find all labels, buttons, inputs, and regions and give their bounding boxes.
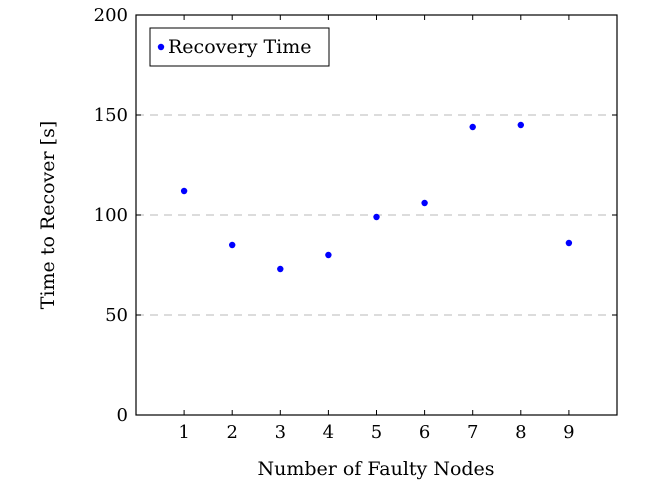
x-tick-label-8: 8 [515, 422, 526, 443]
y-tick-label-0: 0 [117, 405, 128, 426]
plot-frame [135, 14, 618, 416]
x-tick-label-9: 9 [563, 422, 574, 443]
data-point-1-5 [373, 213, 380, 221]
y-tick-label-50: 50 [105, 305, 128, 326]
legend-label: Recovery Time [168, 36, 311, 58]
x-axis-label: Number of Faulty Nodes [257, 458, 494, 480]
y-tick-label-150: 150 [94, 105, 128, 126]
legend: Recovery Time [149, 27, 330, 67]
y-tick-label-100: 100 [94, 205, 128, 226]
data-point-1-3 [277, 265, 284, 273]
x-tick-label-3: 3 [275, 422, 286, 443]
x-tick-label-6: 6 [419, 422, 430, 443]
x-tick-label-2: 2 [226, 422, 237, 443]
data-point-1-7 [469, 123, 476, 131]
legend-box [149, 27, 330, 67]
data-point-1-1 [180, 187, 188, 195]
x-tick-label-4: 4 [323, 422, 334, 443]
x-tick-label-1: 1 [178, 422, 189, 443]
y-axis-label: Time to Recover [s] [37, 121, 59, 309]
axis-ticks: 0 50 100 150 200 1 2 3 4 5 6 7 8 9 [94, 5, 617, 443]
y-tick-label-200: 200 [94, 5, 128, 26]
data-points [180, 121, 573, 273]
x-tick-label-7: 7 [467, 422, 478, 443]
data-point-1-8 [517, 121, 524, 129]
x-tick-label-5: 5 [371, 422, 382, 443]
legend-marker [157, 43, 165, 51]
data-point-1-4 [325, 251, 332, 259]
data-point-1-6 [421, 199, 428, 207]
data-point-1-2 [229, 241, 236, 249]
data-point-1-9 [565, 239, 573, 247]
